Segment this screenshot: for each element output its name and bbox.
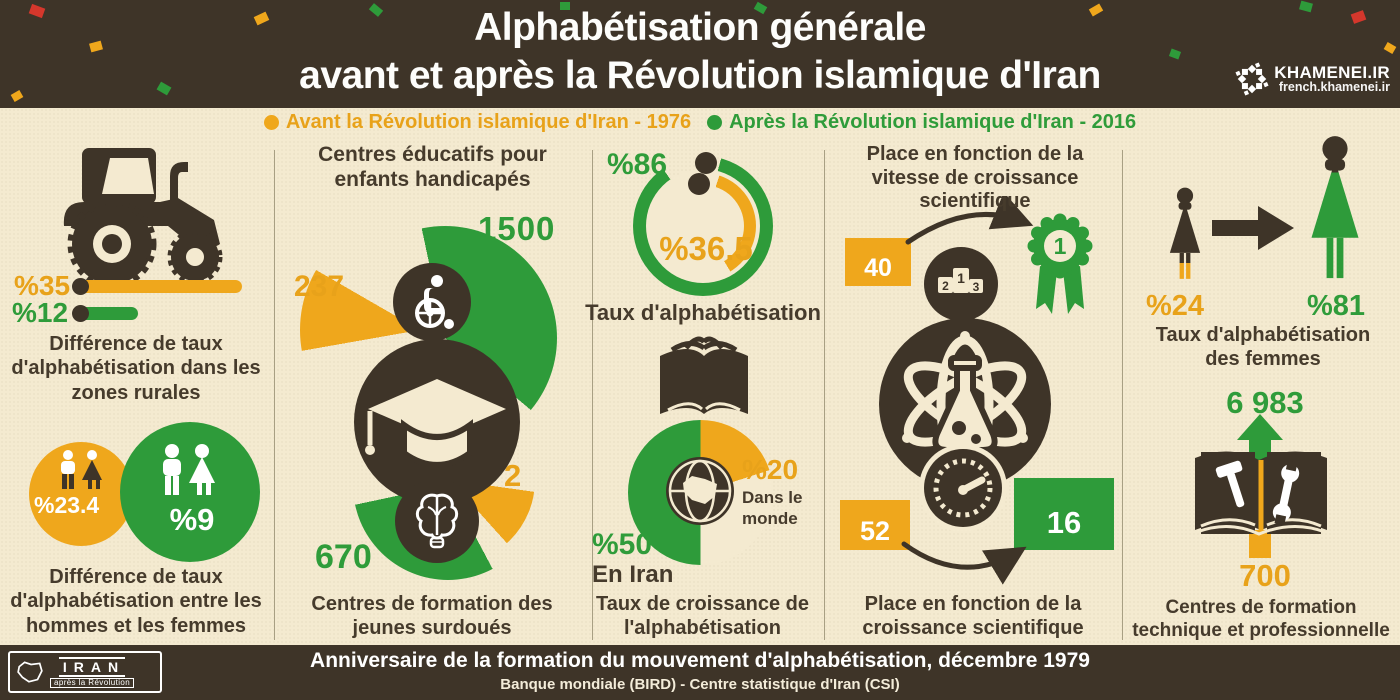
- speed-before-podium: 40: [845, 238, 911, 286]
- growth-caption: Taux de croissance de l'alphabétisation: [595, 593, 810, 640]
- graduation-circle: [354, 339, 520, 505]
- legend: Avant la Révolution islamique d'Iran - 1…: [0, 111, 1400, 134]
- bar-dot: [72, 278, 89, 295]
- iran-logo-title: IRAN: [58, 656, 126, 677]
- confetti: [560, 2, 570, 10]
- divider: [824, 150, 825, 640]
- footer-title: Anniversaire de la formation du mouvemen…: [310, 649, 1090, 672]
- brand-name: KHAMENEI.IR: [1274, 62, 1390, 82]
- rural-before-value: %35: [14, 270, 71, 301]
- ring-dot: [695, 152, 717, 174]
- award-rosette-icon: 1: [1027, 213, 1093, 314]
- title-line2: avant et après la Révolution islamique d…: [299, 54, 1101, 97]
- down-stem-yellow: [1249, 530, 1271, 558]
- legend-before-label: Avant la Révolution islamique d'Iran - 1…: [285, 111, 692, 133]
- women-after-value: %81: [1306, 290, 1366, 322]
- wheelchair-circle: [393, 263, 471, 341]
- gender-before-circle: [29, 442, 133, 546]
- science-before-value: 52: [859, 516, 891, 546]
- gender-after-circle: [120, 422, 260, 562]
- disabled-after-value: 1500: [478, 210, 556, 247]
- technical-after-value: 6 983: [1226, 385, 1304, 420]
- legend-after-dot: [707, 115, 723, 130]
- open-book-icon: [660, 336, 748, 414]
- footer: [0, 645, 1400, 700]
- gender-after-value: %9: [169, 502, 215, 537]
- tractor-icon: [63, 148, 223, 288]
- couple-icon: [61, 450, 102, 489]
- divider: [1122, 150, 1123, 640]
- rural-after-value: %12: [12, 297, 69, 328]
- arrow-right-icon: [1212, 220, 1260, 236]
- rural-after-bar: [80, 307, 138, 320]
- podium-circle: 2 1 3: [924, 247, 998, 321]
- disabled-before-value: 237: [294, 270, 345, 303]
- science-before-podium: 52: [840, 500, 910, 550]
- woman-before-icon: [1169, 187, 1201, 279]
- literacy-before-value: %36.5: [659, 230, 753, 267]
- literacy-before-ring: [650, 173, 756, 279]
- woman-after-icon: [1311, 136, 1359, 279]
- science-after-value: 16: [1046, 504, 1082, 540]
- bar-dot: [72, 305, 89, 322]
- podium-3: 3: [973, 280, 980, 294]
- science-circle: [879, 318, 1051, 490]
- title-line1: Alphabétisation générale: [474, 6, 926, 49]
- disabled-title: Centres éducatifs pour enfants handicapé…: [318, 143, 547, 191]
- women-before-value: %24: [1146, 290, 1205, 322]
- brain-icon: [415, 493, 459, 549]
- brand-site: french.khamenei.ir: [1278, 80, 1390, 95]
- speed-before-value: 40: [864, 253, 892, 282]
- women-caption: Taux d'alphabétisation des femmes: [1155, 324, 1371, 371]
- podium-2: 2: [942, 279, 949, 293]
- header: [0, 0, 1400, 108]
- technical-caption: Centres de formation technique et profes…: [1132, 597, 1390, 642]
- speed-title: Place en fonction de la vitesse de crois…: [866, 143, 1084, 213]
- gifted-caption: Centres de formation des jeunes surdoués: [311, 593, 553, 640]
- page-title: Alphabétisation générale avant et après …: [0, 4, 1400, 100]
- growth-world-value: %20: [742, 454, 799, 485]
- divider: [592, 150, 593, 640]
- globe-iran-icon: [666, 457, 734, 525]
- technical-before-value: 700: [1239, 558, 1291, 593]
- khamenei-star-icon: [1235, 62, 1269, 96]
- literacy-caption: Taux d'alphabétisation: [585, 300, 821, 325]
- gauge-circle: [924, 449, 1002, 527]
- speed-badge-value: 1: [1054, 233, 1067, 259]
- growth-iran-value: %50: [592, 528, 653, 561]
- literacy-after-value: %86: [607, 148, 668, 181]
- iran-logo: IRAN après la Révolution: [8, 651, 162, 693]
- podium-1: 1: [957, 270, 965, 286]
- growth-iran-label: En Iran: [592, 561, 674, 588]
- science-caption: Place en fonction de la croissance scien…: [862, 593, 1084, 640]
- brand-logo: KHAMENEI.IR french.khamenei.ir: [1235, 62, 1390, 96]
- up-arrow-head: [1237, 414, 1283, 440]
- couple-icon: [163, 444, 215, 495]
- brain-circle: [395, 479, 479, 563]
- gender-before-value: %23.4: [34, 492, 100, 518]
- rural-caption: Différence de taux d'alphabétisation dan…: [11, 333, 261, 404]
- growth-world-label: Dans le monde: [742, 488, 803, 528]
- curved-arrow-icon: [905, 196, 1034, 245]
- gifted-before-value: 2: [504, 458, 522, 493]
- science-after-podium: 16: [1014, 478, 1114, 550]
- speedometer-icon: [933, 458, 993, 518]
- iran-map-icon: [17, 661, 43, 683]
- gifted-after-value: 670: [315, 538, 372, 576]
- footer-source: Banque mondiale (BIRD) - Centre statisti…: [500, 676, 900, 693]
- technical-book-icon: [1195, 451, 1327, 536]
- iran-logo-subtitle: après la Révolution: [50, 677, 135, 688]
- curved-arrow-icon: [901, 541, 1027, 585]
- podium-123-icon: 2 1 3: [938, 268, 983, 294]
- rural-before-bar: [80, 280, 242, 293]
- graduation-cap-icon: [365, 379, 506, 468]
- arrow-right-head: [1258, 206, 1294, 250]
- ring-dot: [688, 173, 710, 195]
- divider: [274, 150, 275, 640]
- legend-before-dot: [263, 115, 279, 130]
- legend-after-label: Après la Révolution islamique d'Iran - 2…: [729, 111, 1137, 133]
- gender-caption: Différence de taux d'alphabétisation ent…: [10, 566, 262, 637]
- wheelchair-icon: [415, 275, 454, 329]
